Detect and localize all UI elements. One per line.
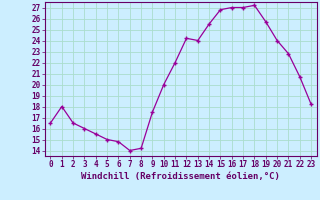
X-axis label: Windchill (Refroidissement éolien,°C): Windchill (Refroidissement éolien,°C) xyxy=(81,172,280,181)
